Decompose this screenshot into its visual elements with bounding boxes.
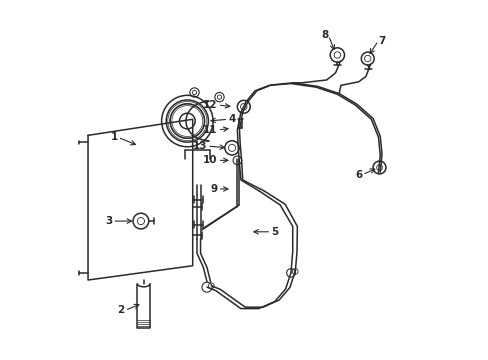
Text: 10: 10 (203, 156, 217, 165)
Text: 6: 6 (354, 170, 362, 180)
Text: 1: 1 (110, 132, 118, 142)
Text: 12: 12 (203, 100, 217, 110)
Text: 11: 11 (203, 125, 217, 135)
Text: 8: 8 (321, 30, 328, 40)
Text: 3: 3 (105, 216, 112, 226)
Text: 13: 13 (192, 141, 206, 151)
Text: 9: 9 (210, 184, 217, 194)
Text: 4: 4 (228, 114, 235, 124)
Text: 5: 5 (271, 227, 278, 237)
Text: 2: 2 (117, 305, 124, 315)
Text: 7: 7 (378, 36, 385, 46)
